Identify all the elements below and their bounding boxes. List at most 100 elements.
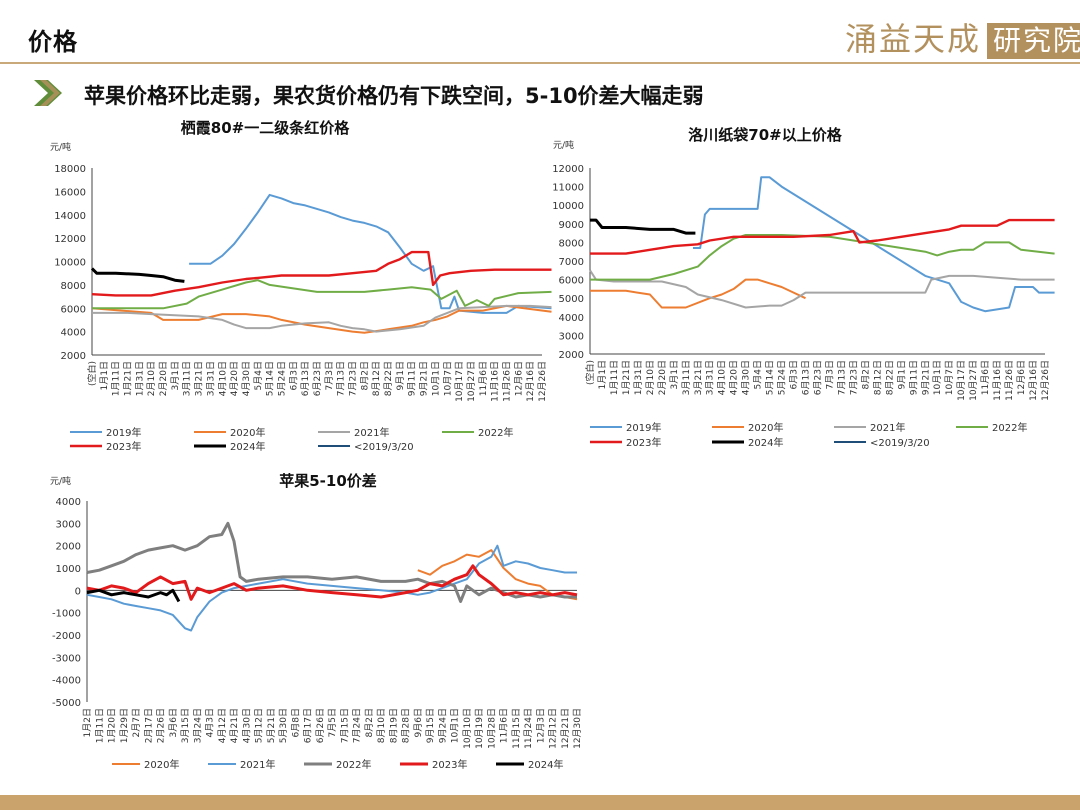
x-tick-label: 8月12日 <box>371 361 382 396</box>
y-tick-label: 0 <box>75 586 81 597</box>
x-tick-label: 6月23日 <box>813 360 824 395</box>
x-tick-label: 5月14日 <box>765 360 776 395</box>
legend-label: 2019年 <box>106 426 141 439</box>
y-tick-label: -3000 <box>52 653 81 664</box>
x-tick-label: 3月31日 <box>705 360 716 395</box>
x-tick-label: (空白) <box>86 361 98 386</box>
x-tick-label: 10月10日 <box>462 708 473 749</box>
x-tick-label: 2月20日 <box>158 361 169 396</box>
x-tick-label: 6月8日 <box>290 708 301 737</box>
x-tick-label: 12月30日 <box>572 708 583 749</box>
x-tick-label: 3月11日 <box>182 361 193 396</box>
legend-label: 2024年 <box>528 758 563 771</box>
x-tick-label: 9月1日 <box>896 360 907 389</box>
y-tick-label: 9000 <box>559 220 584 231</box>
x-tick-label: 9月6日 <box>413 708 424 737</box>
x-tick-label: 8月19日 <box>388 708 399 743</box>
x-tick-label: 1月11日 <box>94 708 105 743</box>
y-tick-label: 1000 <box>56 564 81 575</box>
chart-title: 洛川纸袋70#以上价格 <box>688 126 842 144</box>
x-tick-label: 5月12日 <box>254 708 265 743</box>
x-tick-label: 10月1日 <box>430 361 441 396</box>
y-tick-label: 4000 <box>559 313 584 324</box>
y-tick-label: 2000 <box>56 542 81 553</box>
x-tick-label: 9月21日 <box>920 360 931 395</box>
x-tick-label: 10月17日 <box>454 361 465 402</box>
x-tick-label: 12月16日 <box>525 361 536 402</box>
x-tick-label: 1月11日 <box>111 361 122 396</box>
y-tick-label: 5000 <box>559 294 584 305</box>
x-tick-label: 10月27日 <box>466 361 477 402</box>
x-tick-label: 5月21日 <box>266 708 277 743</box>
series-line-2024年 <box>590 218 696 235</box>
series-line-2023年 <box>590 218 1055 255</box>
x-tick-label: 1月21日 <box>621 360 632 395</box>
footer-bar <box>0 795 1080 810</box>
x-tick-label: 2月17日 <box>143 708 154 743</box>
y-tick-label: 10000 <box>552 201 584 212</box>
x-tick-label: 12月16日 <box>1028 360 1039 401</box>
series-line-2022年 <box>92 279 552 310</box>
legend-label: 2024年 <box>748 436 783 449</box>
x-tick-label: 1月1日 <box>597 360 608 389</box>
x-tick-label: 11月16日 <box>992 360 1003 401</box>
series-line-2024年 <box>90 267 185 283</box>
legend-label: 2021年 <box>870 421 905 434</box>
y-tick-label: 6000 <box>559 276 584 287</box>
x-tick-label: 11月16日 <box>490 361 501 402</box>
legend-label: <2019/3/20 <box>354 442 414 453</box>
y-tick-label: 12000 <box>552 164 584 175</box>
y-tick-label: 7000 <box>559 257 584 268</box>
x-tick-label: 10月7日 <box>442 361 453 396</box>
x-tick-label: 12月26日 <box>537 361 548 402</box>
x-tick-label: 3月1日 <box>669 360 680 389</box>
y-tick-label: 3000 <box>56 519 81 530</box>
x-tick-label: 6月23日 <box>312 361 323 396</box>
x-tick-label: 3月6日 <box>168 708 179 737</box>
x-tick-label: 1月2日 <box>82 708 93 737</box>
x-tick-label: 9月21日 <box>419 361 430 396</box>
x-tick-label: 4月30日 <box>241 361 252 396</box>
x-tick-label: 8月28日 <box>401 708 412 743</box>
x-tick-label: 4月20日 <box>729 360 740 395</box>
x-tick-label: 12月6日 <box>513 361 524 396</box>
x-tick-label: 4月30日 <box>241 708 252 743</box>
x-tick-label: 10月28日 <box>486 708 497 749</box>
x-tick-label: 12月26日 <box>1040 360 1051 401</box>
legend-label: 2022年 <box>478 426 513 439</box>
series-line-2019年 <box>693 176 1055 313</box>
series-line-2023年 <box>86 564 578 601</box>
x-tick-label: 5月24日 <box>777 360 788 395</box>
x-tick-label: 4月12日 <box>217 708 228 743</box>
legend-label: 2020年 <box>230 426 265 439</box>
x-tick-label: 6月3日 <box>789 360 800 389</box>
legend-label: 2020年 <box>748 421 783 434</box>
x-tick-label: 1月21日 <box>123 361 134 396</box>
y-tick-label: 11000 <box>552 183 584 194</box>
brand-logo: 涌益天成 研究院 <box>845 14 1080 60</box>
x-tick-label: 9月11日 <box>908 360 919 395</box>
y-axis-unit: 元/吨 <box>50 141 71 153</box>
x-tick-label: 6月13日 <box>801 360 812 395</box>
series-line-2022年 <box>590 234 1055 281</box>
series-line-2020年 <box>590 278 806 309</box>
x-tick-label: 3月21日 <box>693 360 704 395</box>
x-tick-label: 11月6日 <box>478 361 489 396</box>
x-tick-label: 6月3日 <box>288 361 299 390</box>
x-tick-label: 1月31日 <box>633 360 644 395</box>
y-tick-label: 18000 <box>54 164 86 175</box>
chart-title: 栖霞80#一二级条红价格 <box>181 119 350 137</box>
x-tick-label: 10月1日 <box>932 360 943 395</box>
x-tick-label: 6月17日 <box>303 708 314 743</box>
x-tick-label: 5月14日 <box>265 361 276 396</box>
x-tick-label: 7月13日 <box>336 361 347 396</box>
y-tick-label: 8000 <box>559 238 584 249</box>
x-tick-label: 3月24日 <box>192 708 203 743</box>
chart-title: 苹果5-10价差 <box>279 472 377 490</box>
x-tick-label: 8月2日 <box>359 361 370 390</box>
x-tick-label: 7月3日 <box>324 361 335 390</box>
x-tick-label: 7月24日 <box>352 708 363 743</box>
x-tick-label: 8月22日 <box>383 361 394 396</box>
x-tick-label: 1月29日 <box>119 708 130 743</box>
